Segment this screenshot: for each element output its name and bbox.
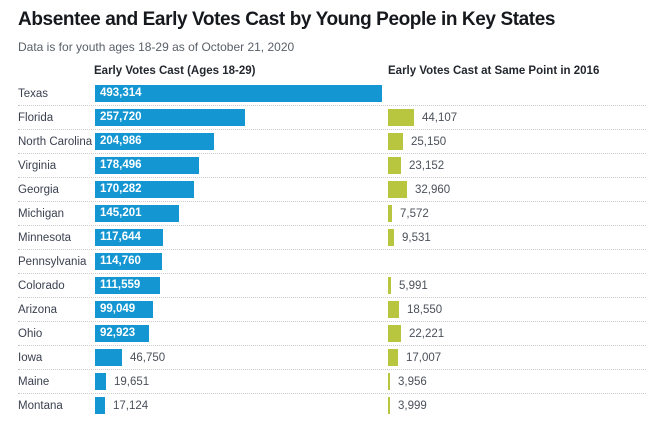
state-label: Michigan bbox=[18, 208, 65, 220]
bar-2016 bbox=[388, 301, 399, 318]
bar-2016 bbox=[388, 133, 403, 150]
bar-2020 bbox=[95, 325, 149, 342]
column-header-2020: Early Votes Cast (Ages 18-29) bbox=[94, 65, 256, 77]
state-label: Florida bbox=[18, 112, 54, 124]
value-2020-label: 111,559 bbox=[100, 279, 141, 291]
chart-row: Maine 19,651 3,956 bbox=[0, 370, 650, 394]
state-label: Ohio bbox=[18, 328, 43, 340]
value-2016-label: 3,956 bbox=[398, 376, 427, 388]
value-2020-label: 92,923 bbox=[100, 327, 136, 339]
bar-2016 bbox=[388, 157, 401, 174]
chart-row: Montana 17,124 3,999 bbox=[0, 394, 650, 418]
bar-2020 bbox=[95, 373, 106, 390]
bar-2020 bbox=[95, 349, 122, 366]
value-2016-label: 18,550 bbox=[407, 304, 443, 316]
bar-2016 bbox=[388, 181, 407, 198]
bar-2020 bbox=[95, 253, 162, 270]
bar-2020 bbox=[95, 157, 199, 174]
chart-row: Iowa 46,750 17,007 bbox=[0, 346, 650, 370]
chart-row: Michigan 145,201 7,572 bbox=[0, 202, 650, 226]
bar-2016 bbox=[388, 397, 390, 414]
chart-row: Pennsylvania 114,760 bbox=[0, 250, 650, 274]
value-2020-label: 114,760 bbox=[100, 255, 141, 267]
bar-2016 bbox=[388, 229, 394, 246]
column-header-2016: Early Votes Cast at Same Point in 2016 bbox=[388, 65, 600, 77]
value-2016-label: 23,152 bbox=[409, 160, 445, 172]
bar-2020 bbox=[95, 301, 153, 318]
value-2016-label: 5,991 bbox=[399, 280, 428, 292]
chart-row: Texas 493,314 bbox=[0, 82, 650, 106]
bar-2016 bbox=[388, 325, 401, 342]
state-label: North Carolina bbox=[18, 136, 93, 148]
chart-subtitle: Data is for youth ages 18-29 as of Octob… bbox=[18, 40, 295, 54]
value-2016-label: 17,007 bbox=[406, 352, 442, 364]
bar-2020 bbox=[95, 397, 105, 414]
bar-2020 bbox=[95, 181, 194, 198]
chart-row: Minnesota 117,644 9,531 bbox=[0, 226, 650, 250]
state-label: Pennsylvania bbox=[18, 256, 87, 268]
bar-2020 bbox=[95, 109, 245, 126]
state-label: Colorado bbox=[18, 280, 65, 292]
value-2016-label: 44,107 bbox=[422, 112, 458, 124]
value-2020-label: 99,049 bbox=[100, 303, 136, 315]
bar-2020 bbox=[95, 277, 160, 294]
state-label: Minnesota bbox=[18, 232, 72, 244]
state-label: Iowa bbox=[18, 352, 43, 364]
value-2020-label: 145,201 bbox=[100, 207, 142, 219]
chart-rows: Texas 493,314 Florida 257,720 44,107 North Ca… bbox=[0, 82, 650, 418]
page-title: Absentee and Early Votes Cast by Young P… bbox=[18, 9, 556, 30]
bar-2016 bbox=[388, 109, 414, 126]
value-2016-label: 7,572 bbox=[400, 208, 429, 220]
state-label: Virginia bbox=[18, 160, 57, 172]
chart-row: Colorado 111,559 5,991 bbox=[0, 274, 650, 298]
state-label: Texas bbox=[18, 88, 49, 100]
value-2020-label: 170,282 bbox=[100, 183, 142, 195]
state-label: Maine bbox=[18, 376, 50, 388]
bar-2020 bbox=[95, 205, 179, 222]
value-2016-label: 3,999 bbox=[398, 400, 427, 412]
value-2020-label: 178,496 bbox=[100, 159, 142, 171]
value-2016-label: 25,150 bbox=[411, 136, 447, 148]
value-2020-label: 17,124 bbox=[113, 400, 149, 412]
state-label: Arizona bbox=[18, 304, 57, 316]
value-2020-label: 46,750 bbox=[130, 352, 166, 364]
value-2016-label: 32,960 bbox=[415, 184, 451, 196]
value-2020-label: 19,651 bbox=[114, 376, 150, 388]
bar-2020 bbox=[95, 85, 382, 102]
bar-2020 bbox=[95, 133, 214, 150]
value-2020-label: 493,314 bbox=[100, 87, 142, 99]
value-2020-label: 204,986 bbox=[100, 135, 142, 147]
state-label: Montana bbox=[18, 400, 63, 412]
bar-2016 bbox=[388, 205, 392, 222]
state-label: Georgia bbox=[18, 184, 59, 196]
chart-row: North Carolina 204,986 25,150 bbox=[0, 130, 650, 154]
value-2016-label: 9,531 bbox=[402, 232, 431, 244]
value-2016-label: 22,221 bbox=[409, 328, 445, 340]
bar-2020 bbox=[95, 229, 163, 246]
value-2020-label: 257,720 bbox=[100, 111, 142, 123]
chart-row: Virginia 178,496 23,152 bbox=[0, 154, 650, 178]
chart-row: Georgia 170,282 32,960 bbox=[0, 178, 650, 202]
chart-row: Florida 257,720 44,107 bbox=[0, 106, 650, 130]
bar-2016 bbox=[388, 349, 398, 366]
bar-2016 bbox=[388, 277, 391, 294]
value-2020-label: 117,644 bbox=[100, 231, 141, 243]
chart-row: Ohio 92,923 22,221 bbox=[0, 322, 650, 346]
chart-row: Arizona 99,049 18,550 bbox=[0, 298, 650, 322]
bar-2016 bbox=[388, 373, 390, 390]
